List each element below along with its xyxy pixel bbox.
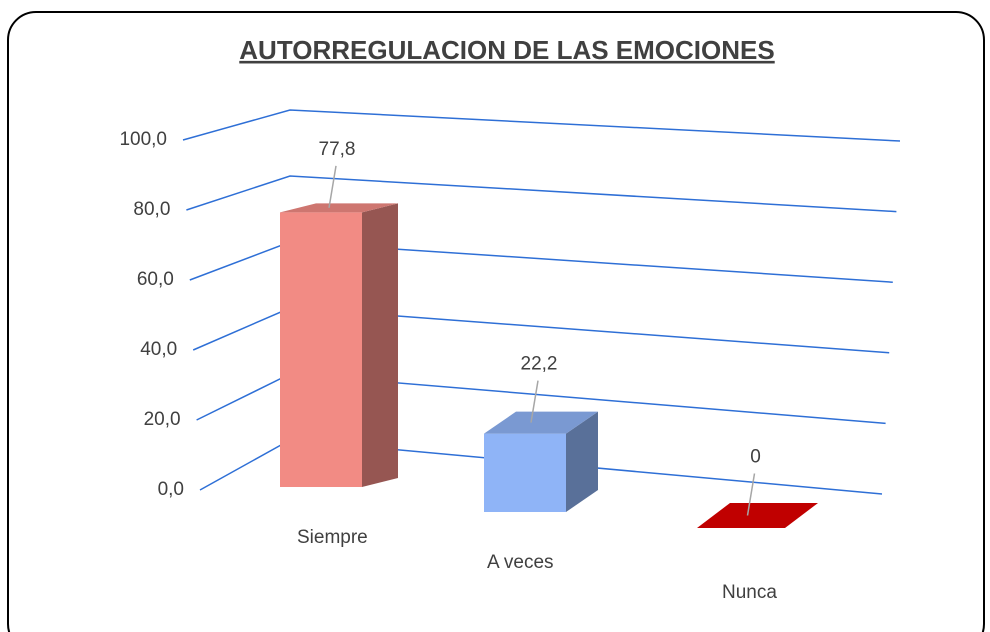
bar-side (362, 203, 398, 487)
bar-front (484, 433, 566, 512)
chart-title: AUTORREGULACION DE LAS EMOCIONES (239, 35, 774, 65)
y-tick-label: 0,0 (158, 479, 184, 500)
x-tick-label: A veces (487, 552, 554, 573)
x-tick-label: Siempre (297, 527, 368, 548)
y-tick-label: 80,0 (133, 199, 170, 220)
value-label: 0 (750, 447, 761, 468)
value-label: 22,2 (521, 354, 558, 375)
grid-line (182, 109, 901, 142)
value-label: 77,8 (319, 139, 356, 160)
leader-line (328, 165, 337, 208)
x-tick-label: Nunca (722, 582, 777, 603)
y-tick-label: 20,0 (144, 409, 181, 430)
grid-line (186, 175, 897, 213)
y-tick-label: 40,0 (140, 339, 177, 360)
bar-top (697, 503, 818, 528)
bar-top (280, 203, 398, 213)
y-tick-label: 60,0 (137, 269, 174, 290)
bar-top (484, 411, 598, 434)
bar (697, 503, 818, 528)
bar (484, 411, 598, 512)
chart-frame (7, 11, 985, 632)
bar-side (566, 411, 598, 512)
bar (280, 203, 398, 487)
y-tick-label: 100,0 (119, 129, 167, 150)
leader-line (530, 380, 539, 423)
bar-front (280, 212, 362, 487)
leader-line (746, 473, 756, 516)
